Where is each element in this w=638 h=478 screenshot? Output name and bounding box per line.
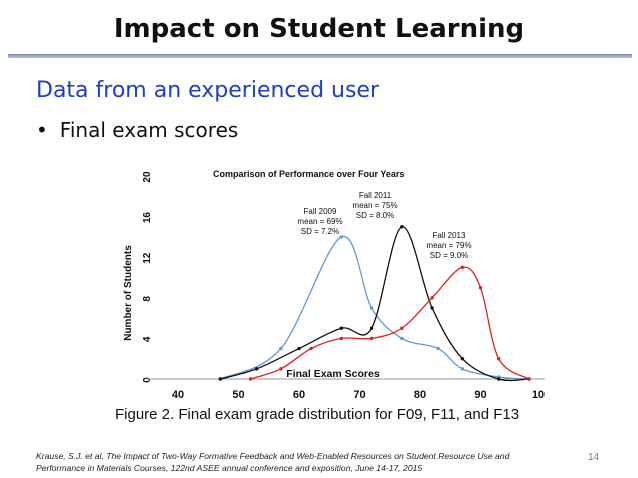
y-axis-label: Number of Students <box>123 245 134 341</box>
y-tick-label: 20 <box>142 171 153 183</box>
fall-2013-point <box>339 336 344 341</box>
bullet-item: • Final exam scores <box>36 118 238 142</box>
fall-2009-point <box>460 367 465 371</box>
fall-2009-point <box>400 336 404 341</box>
fall-2013-annotation-line: mean = 79% <box>426 241 471 250</box>
fall-2011-point <box>218 377 223 381</box>
fall-2013-point <box>527 377 531 381</box>
fall-2011-point <box>496 377 501 381</box>
y-tick-label: 8 <box>142 296 153 302</box>
fall-2009-point <box>436 346 440 351</box>
x-tick-label: 50 <box>232 389 244 401</box>
slide-title: Impact on Student Learning <box>113 14 525 44</box>
fall-2009-line <box>220 236 529 380</box>
fall-2013-point <box>478 285 483 290</box>
fall-2013-point <box>430 296 434 300</box>
fall-2009-point <box>279 346 283 351</box>
x-tick-label: 70 <box>353 389 365 401</box>
chart-background <box>105 160 545 405</box>
fall-2013-point <box>309 346 313 351</box>
fall-2009-annotation-line: Fall 2009 <box>304 207 337 216</box>
x-tick-label: 40 <box>172 389 184 401</box>
citation: Krause, S.J. et al, The Impact of Two-Wa… <box>36 451 510 473</box>
series-layer <box>218 225 531 382</box>
fall-2013-annotation-line: SD = 9.0% <box>430 251 468 260</box>
y-axis-ticks: 0 4 8 12 16 20 <box>142 171 153 383</box>
fall-2013-point <box>496 357 501 361</box>
fall-2011-point <box>400 225 404 229</box>
x-axis-label: Final Exam Scores <box>286 368 380 380</box>
fall-2013-annotation-line: Fall 2013 <box>433 231 466 240</box>
y-tick-label: 0 <box>142 377 153 383</box>
figure-caption: Figure 2. Final exam grade distribution … <box>115 406 520 423</box>
chart-title: Comparison of Performance over Four Year… <box>213 169 404 179</box>
fall-2009-point <box>339 235 344 239</box>
fall-2011-annotation-line: SD = 8.0% <box>356 211 394 220</box>
x-tick-label: 60 <box>293 389 305 401</box>
bullet-symbol: • <box>36 118 48 142</box>
fall-2009-point <box>369 306 374 310</box>
fall-2013-point <box>279 367 283 371</box>
fall-2011-point <box>254 367 259 371</box>
slide-subtitle: Data from an experienced user <box>36 78 380 103</box>
fall-2013-point <box>400 326 404 330</box>
exam-score-chart: Comparison of Performance over Four Year… <box>105 160 545 405</box>
fall-2009-annotation-line: SD = 7.2% <box>301 227 339 236</box>
bullet-text: Final exam scores <box>59 118 239 142</box>
fall-2009-annotation-line: mean = 69% <box>297 217 342 226</box>
fall-2011-annotation-line: Fall 2011 <box>359 191 392 200</box>
title-divider <box>8 54 632 58</box>
x-tick-label: 90 <box>474 389 486 401</box>
fall-2011-point <box>430 306 434 310</box>
fall-2011-point <box>339 326 344 330</box>
fall-2013-point <box>460 265 465 270</box>
fall-2011-point <box>297 346 301 351</box>
x-tick-label: 80 <box>414 389 426 401</box>
fall-2013-point <box>248 377 253 381</box>
x-axis-ticks: 40 50 60 70 80 90 100 <box>172 389 545 401</box>
fall-2011-line <box>220 226 529 382</box>
x-tick-label: 100 <box>532 389 545 401</box>
y-tick-label: 16 <box>142 212 153 224</box>
fall-2011-annotation-line: mean = 75% <box>352 201 397 210</box>
y-tick-label: 4 <box>142 336 153 342</box>
fall-2011-point <box>369 326 374 330</box>
page-number: 14 <box>588 452 600 463</box>
fall-2011-point <box>460 357 465 361</box>
y-tick-label: 12 <box>142 252 153 264</box>
fall-2013-point <box>369 336 374 341</box>
